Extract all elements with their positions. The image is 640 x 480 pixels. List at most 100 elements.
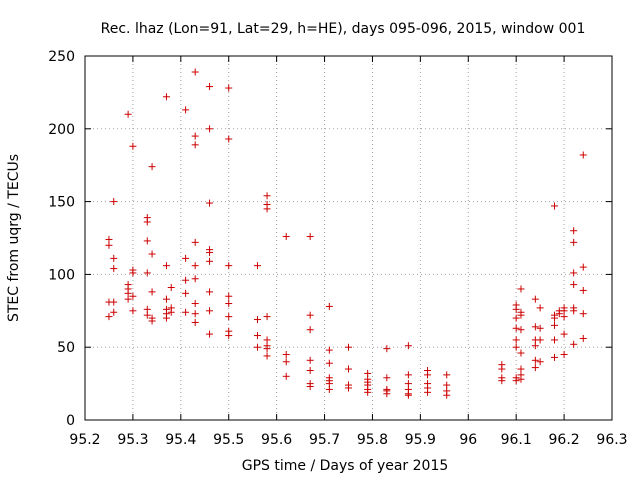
y-tick-label: 50 bbox=[57, 340, 75, 356]
data-point bbox=[191, 132, 199, 140]
data-point bbox=[206, 83, 214, 91]
data-point bbox=[570, 238, 578, 246]
data-point bbox=[570, 281, 578, 289]
data-point bbox=[512, 305, 520, 313]
data-point bbox=[325, 359, 333, 367]
y-tick-labels: 0 50 100 150 200 250 bbox=[48, 49, 75, 429]
plot-frame bbox=[84, 55, 613, 421]
data-point bbox=[191, 68, 199, 76]
data-point bbox=[443, 371, 451, 379]
data-point bbox=[110, 265, 118, 273]
data-point bbox=[424, 371, 432, 379]
data-point bbox=[124, 295, 132, 303]
data-point bbox=[517, 285, 525, 293]
data-point bbox=[424, 388, 432, 396]
data-point bbox=[531, 364, 539, 372]
data-point bbox=[206, 257, 214, 265]
data-point bbox=[383, 390, 391, 398]
data-point bbox=[555, 310, 563, 318]
x-tick-labels: 95.2 95.3 95.4 95.5 95.6 95.7 95.8 95.9 96 96.1 96… bbox=[69, 432, 627, 448]
data-point bbox=[206, 288, 214, 296]
data-point bbox=[253, 262, 261, 270]
data-point bbox=[306, 233, 314, 241]
data-point bbox=[225, 84, 233, 92]
data-point bbox=[182, 276, 190, 284]
data-point bbox=[517, 311, 525, 319]
data-point bbox=[579, 263, 587, 271]
chart-title: Rec. lhaz (Lon=91, Lat=29, h=HE), days 0… bbox=[101, 21, 586, 37]
data-point bbox=[129, 307, 137, 315]
data-point bbox=[182, 106, 190, 114]
x-tick-label: 95.2 bbox=[69, 432, 100, 448]
data-point bbox=[191, 310, 199, 318]
data-point bbox=[110, 198, 118, 206]
data-point bbox=[263, 352, 271, 360]
data-point bbox=[551, 314, 559, 322]
x-tick-label: 95.6 bbox=[261, 432, 292, 448]
data-point bbox=[182, 254, 190, 262]
data-point bbox=[383, 374, 391, 382]
data-point bbox=[531, 323, 539, 331]
data-point bbox=[167, 284, 175, 292]
x-tick-label: 96.1 bbox=[501, 432, 532, 448]
data-point bbox=[110, 254, 118, 262]
y-tick-label: 200 bbox=[48, 122, 75, 138]
data-point bbox=[225, 332, 233, 340]
data-point bbox=[345, 343, 352, 351]
data-point bbox=[579, 310, 587, 318]
data-point bbox=[263, 313, 271, 321]
data-point bbox=[182, 308, 190, 316]
data-point bbox=[143, 218, 151, 226]
data-point bbox=[560, 330, 568, 338]
data-point bbox=[551, 353, 559, 361]
data-point bbox=[143, 269, 151, 277]
data-point bbox=[512, 314, 520, 322]
data-point bbox=[282, 372, 290, 380]
data-point bbox=[560, 313, 568, 321]
data-point bbox=[282, 233, 290, 241]
data-point bbox=[560, 350, 568, 358]
data-point bbox=[225, 292, 233, 300]
x-tick-label: 95.3 bbox=[117, 432, 148, 448]
data-point bbox=[325, 346, 333, 354]
data-point bbox=[306, 383, 314, 391]
data-point bbox=[579, 151, 587, 159]
data-point bbox=[110, 308, 118, 316]
data-point bbox=[162, 314, 170, 322]
data-point bbox=[512, 377, 520, 385]
y-tick-label: 250 bbox=[48, 49, 75, 65]
data-point bbox=[517, 349, 525, 357]
data-point bbox=[512, 324, 520, 332]
data-point bbox=[225, 313, 233, 321]
data-point bbox=[282, 350, 290, 358]
x-tick-label: 96.3 bbox=[596, 432, 627, 448]
data-point bbox=[162, 93, 170, 101]
data-point bbox=[129, 142, 137, 150]
data-point bbox=[263, 192, 271, 200]
data-point bbox=[498, 377, 506, 385]
data-point bbox=[206, 249, 214, 257]
data-point bbox=[253, 343, 261, 351]
data-point bbox=[253, 332, 261, 340]
data-point bbox=[148, 317, 156, 325]
data-point bbox=[579, 334, 587, 342]
y-axis-label: STEC from uqrg / TECUs bbox=[6, 154, 22, 322]
data-point bbox=[570, 307, 578, 315]
y-tick-label: 150 bbox=[48, 195, 75, 211]
axis-ticks bbox=[84, 55, 613, 421]
data-point bbox=[191, 318, 199, 326]
data-point bbox=[551, 336, 559, 344]
data-point bbox=[206, 330, 214, 338]
data-point bbox=[225, 300, 233, 308]
data-point bbox=[345, 365, 352, 373]
data-point bbox=[263, 205, 271, 213]
data-point bbox=[105, 241, 113, 249]
data-point bbox=[182, 289, 190, 297]
data-point bbox=[570, 269, 578, 277]
data-point bbox=[225, 262, 233, 270]
data-point bbox=[579, 286, 587, 294]
data-point bbox=[282, 358, 290, 366]
data-point bbox=[383, 345, 391, 353]
grid-lines bbox=[85, 56, 612, 420]
data-point bbox=[206, 307, 214, 315]
